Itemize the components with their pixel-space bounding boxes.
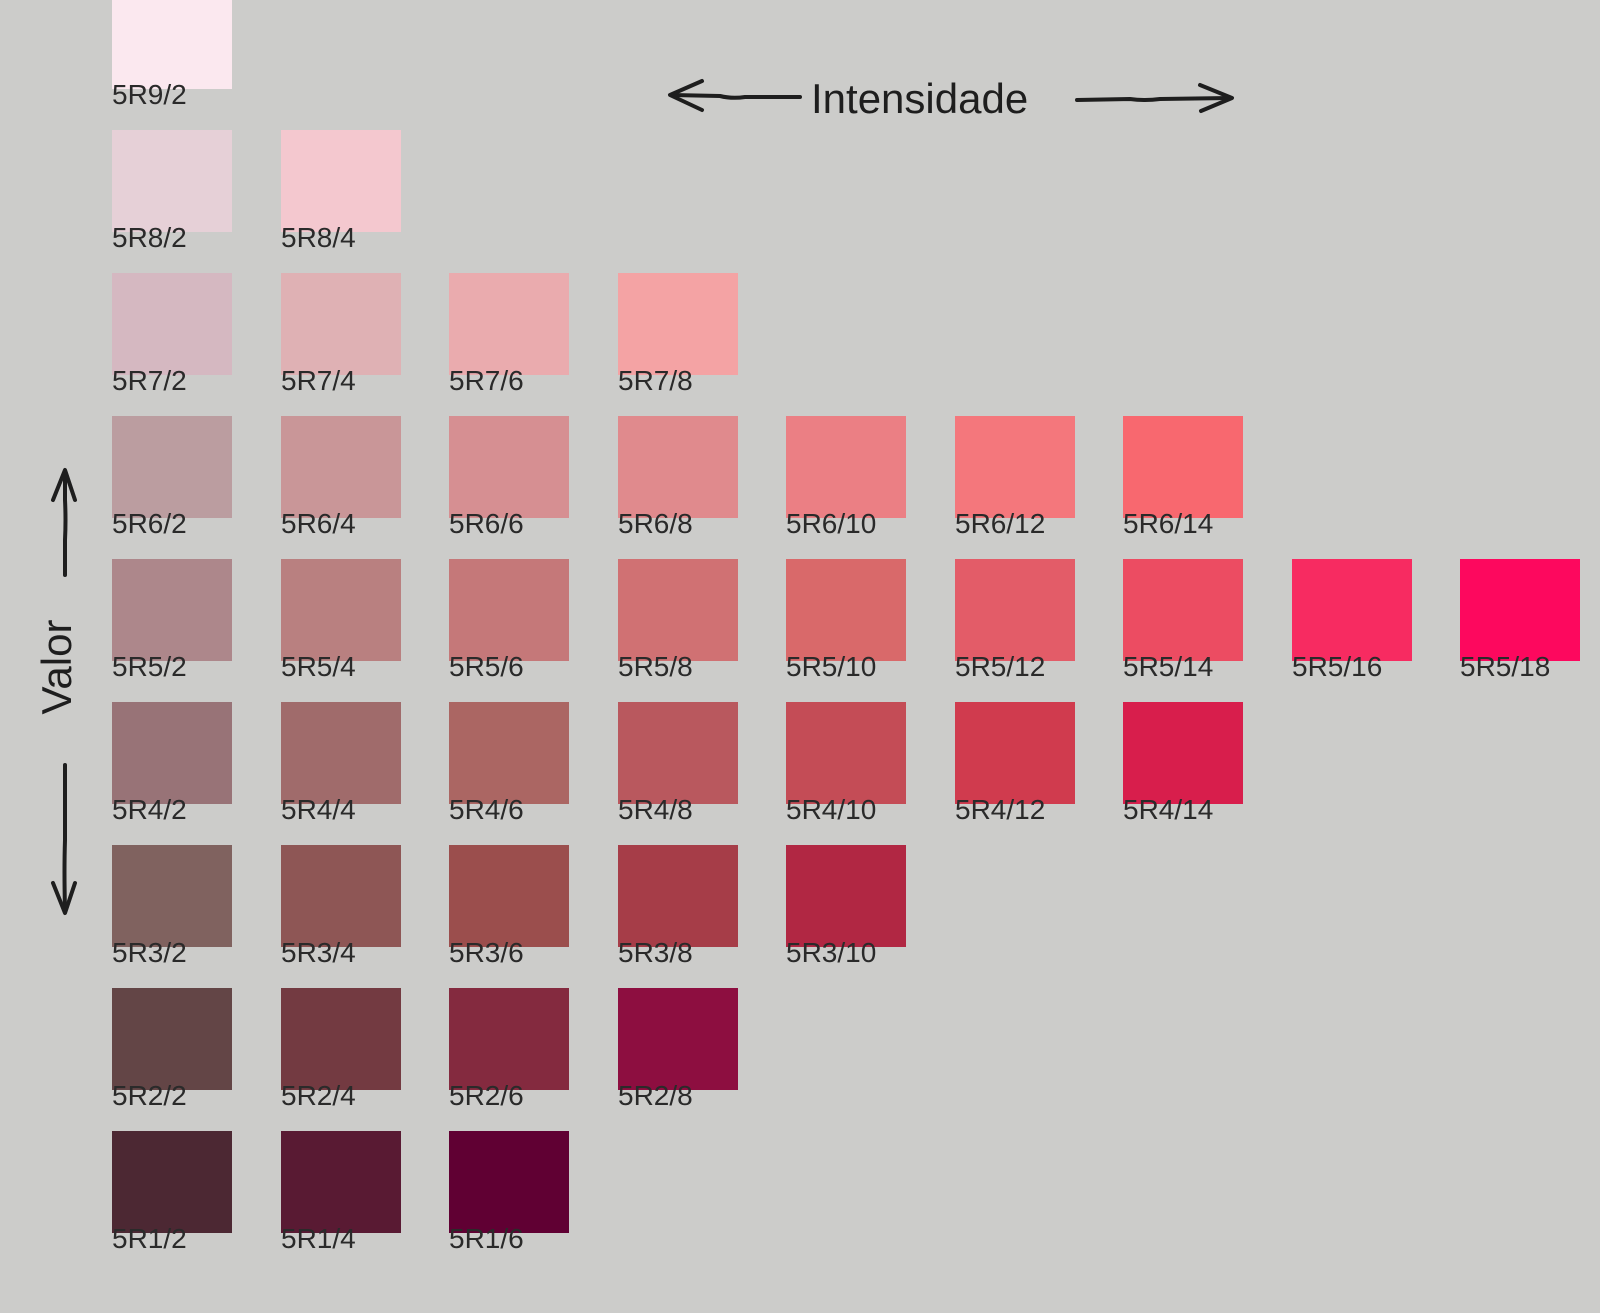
swatch-label: 5R1/2 [112, 1223, 187, 1254]
swatch-label: 5R4/6 [449, 794, 524, 825]
color-swatch [618, 273, 738, 375]
swatch-label: 5R8/4 [281, 222, 356, 253]
swatch-label: 5R5/6 [449, 651, 524, 682]
swatch-label: 5R5/8 [618, 651, 693, 682]
color-swatch [955, 559, 1075, 661]
color-swatch [112, 273, 232, 375]
swatch-label: 5R4/12 [955, 794, 1046, 825]
color-swatch [1123, 702, 1243, 804]
swatch-label: 5R6/14 [1123, 508, 1214, 539]
color-swatch [1123, 559, 1243, 661]
swatch-label: 5R5/10 [786, 651, 877, 682]
swatch-label: 5R6/12 [955, 508, 1046, 539]
color-swatch [281, 416, 401, 518]
color-swatch [449, 416, 569, 518]
color-swatch [112, 130, 232, 232]
color-swatch [112, 988, 232, 1090]
color-swatch [112, 845, 232, 947]
color-swatch [449, 702, 569, 804]
swatch-label: 5R6/6 [449, 508, 524, 539]
swatch-label: 5R4/14 [1123, 794, 1214, 825]
color-swatch [618, 559, 738, 661]
swatch-label: 5R2/4 [281, 1080, 356, 1111]
swatch-label: 5R5/2 [112, 651, 187, 682]
value-up-arrow [51, 468, 77, 577]
color-swatch [281, 1131, 401, 1233]
color-swatch [449, 559, 569, 661]
color-swatch [449, 845, 569, 947]
color-swatch [281, 559, 401, 661]
color-swatch [112, 0, 232, 89]
color-swatch [618, 845, 738, 947]
color-swatch [281, 130, 401, 232]
swatch-label: 5R5/4 [281, 651, 356, 682]
swatch-label: 5R5/14 [1123, 651, 1214, 682]
swatch-label: 5R8/2 [112, 222, 187, 253]
swatch-label: 5R2/2 [112, 1080, 187, 1111]
swatch-label: 5R7/4 [281, 365, 356, 396]
color-swatch [618, 988, 738, 1090]
swatch-label: 5R4/2 [112, 794, 187, 825]
swatch-label: 5R5/18 [1460, 651, 1551, 682]
color-swatch [1123, 416, 1243, 518]
color-swatch [112, 559, 232, 661]
swatch-label: 5R6/8 [618, 508, 693, 539]
swatch-label: 5R5/12 [955, 651, 1046, 682]
intensity-left-arrow [668, 79, 802, 112]
swatch-label: 5R1/4 [281, 1223, 356, 1254]
swatch-label: 5R3/4 [281, 937, 356, 968]
swatch-label: 5R1/6 [449, 1223, 524, 1254]
swatch-label: 5R6/10 [786, 508, 877, 539]
color-swatch [449, 273, 569, 375]
color-swatch [112, 702, 232, 804]
intensity-axis-title: Intensidade [811, 75, 1029, 122]
color-swatch [618, 416, 738, 518]
color-swatch [786, 416, 906, 518]
color-swatch [618, 702, 738, 804]
color-swatch [955, 416, 1075, 518]
color-swatch [955, 702, 1075, 804]
intensity-right-arrow [1075, 83, 1234, 113]
color-swatch [449, 1131, 569, 1233]
color-swatch [281, 845, 401, 947]
color-swatch [281, 702, 401, 804]
swatch-label: 5R5/16 [1292, 651, 1383, 682]
swatch-label: 5R4/10 [786, 794, 877, 825]
color-swatch [786, 559, 906, 661]
color-swatch [449, 988, 569, 1090]
color-swatch [786, 845, 906, 947]
swatch-label: 5R3/10 [786, 937, 877, 968]
swatch-label: 5R2/6 [449, 1080, 524, 1111]
color-swatch [786, 702, 906, 804]
swatch-label: 5R6/2 [112, 508, 187, 539]
swatch-label: 5R7/2 [112, 365, 187, 396]
swatch-label: 5R4/8 [618, 794, 693, 825]
swatch-label: 5R3/2 [112, 937, 187, 968]
swatch-label: 5R3/8 [618, 937, 693, 968]
swatch-label: 5R4/4 [281, 794, 356, 825]
color-swatch [112, 1131, 232, 1233]
color-swatch [1292, 559, 1412, 661]
swatch-label: 5R7/8 [618, 365, 693, 396]
color-swatch [281, 273, 401, 375]
value-axis-title: Valor [33, 619, 80, 715]
color-swatch [112, 416, 232, 518]
color-swatch [281, 988, 401, 1090]
swatch-label: 5R2/8 [618, 1080, 693, 1111]
swatch-label: 5R7/6 [449, 365, 524, 396]
value-down-arrow [51, 763, 77, 915]
swatch-label: 5R3/6 [449, 937, 524, 968]
color-swatch [1460, 559, 1580, 661]
swatch-label: 5R6/4 [281, 508, 356, 539]
swatch-label: 5R9/2 [112, 79, 187, 110]
